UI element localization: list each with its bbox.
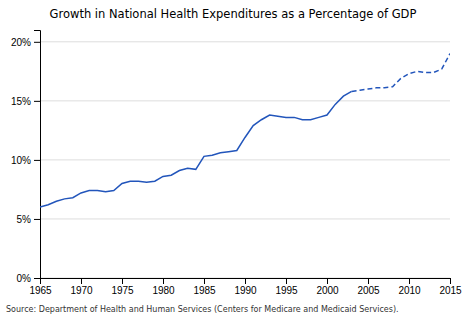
- tick-label: 1995: [275, 285, 298, 296]
- tick-label: 2015: [439, 285, 462, 296]
- tick-label: 1965: [29, 285, 52, 296]
- tick-label: 5%: [17, 214, 32, 225]
- tick-mark: [34, 278, 40, 279]
- line: [40, 91, 352, 207]
- tick: 1995: [275, 278, 298, 296]
- tick-label: 1975: [111, 285, 134, 296]
- tick-mark: [450, 278, 451, 284]
- grid: [40, 42, 450, 278]
- tick-mark: [245, 278, 246, 284]
- tick: 20%: [11, 37, 40, 48]
- tick: 0%: [17, 273, 40, 284]
- grid-line: [40, 159, 450, 160]
- grid-line: [40, 100, 450, 101]
- axis-line: [34, 31, 41, 279]
- tick: 15%: [11, 96, 40, 107]
- tick-label: 1980: [152, 285, 175, 296]
- tick: 2000: [316, 278, 339, 296]
- tick-mark: [34, 219, 40, 220]
- annotation: Source: Department of Health and Human S…: [6, 305, 399, 314]
- tick-mark: [81, 278, 82, 284]
- tick-mark: [327, 278, 328, 284]
- tick-mark: [204, 278, 205, 284]
- chart: 1965 1970 1975 1980 1985 1990 1995 2000 2005 2010…: [0, 0, 466, 318]
- tick-mark: [409, 278, 410, 284]
- tick-mark: [368, 278, 369, 284]
- tick-mark: [163, 278, 164, 284]
- tick: 2005: [357, 278, 380, 296]
- tick-label: 15%: [11, 96, 31, 107]
- tick: 1990: [234, 278, 257, 296]
- tick-label: 0%: [17, 273, 32, 284]
- tick-label: 1970: [70, 285, 93, 296]
- tick-label: 20%: [11, 37, 31, 48]
- tick-label: 10%: [11, 155, 31, 166]
- plot: 1965 1970 1975 1980 1985 1990 1995 2000 2005 2010…: [11, 31, 462, 297]
- tick-mark: [286, 278, 287, 284]
- tick-label: 2010: [398, 285, 421, 296]
- title: Growth in National Health Expenditures a…: [50, 7, 417, 21]
- tick-label: 2005: [357, 285, 380, 296]
- tick-label: 1985: [193, 285, 216, 296]
- y-axis: 0% 5% 10% 15% 20%: [11, 31, 41, 284]
- tick-label: 2000: [316, 285, 339, 296]
- tick-label: 1990: [234, 285, 257, 296]
- tick: 10%: [11, 155, 40, 166]
- tick: 1970: [70, 278, 93, 296]
- tick: 1965: [29, 278, 52, 296]
- tick: 1985: [193, 278, 216, 296]
- grid-line: [40, 41, 450, 42]
- tick: 1980: [152, 278, 175, 296]
- tick: 2015: [439, 278, 462, 296]
- tick-mark: [34, 160, 40, 161]
- grid-line: [40, 218, 450, 219]
- x-axis: 1965 1970 1975 1980 1985 1990 1995 2000 2005 2010…: [29, 278, 462, 296]
- lines: [40, 54, 450, 208]
- axis-line: [41, 279, 451, 285]
- tick-mark: [34, 42, 40, 43]
- tick-mark: [34, 101, 40, 102]
- tick: 1975: [111, 278, 134, 296]
- line: [352, 54, 450, 92]
- tick-mark: [122, 278, 123, 284]
- tick: 5%: [17, 214, 40, 225]
- tick: 2010: [398, 278, 421, 296]
